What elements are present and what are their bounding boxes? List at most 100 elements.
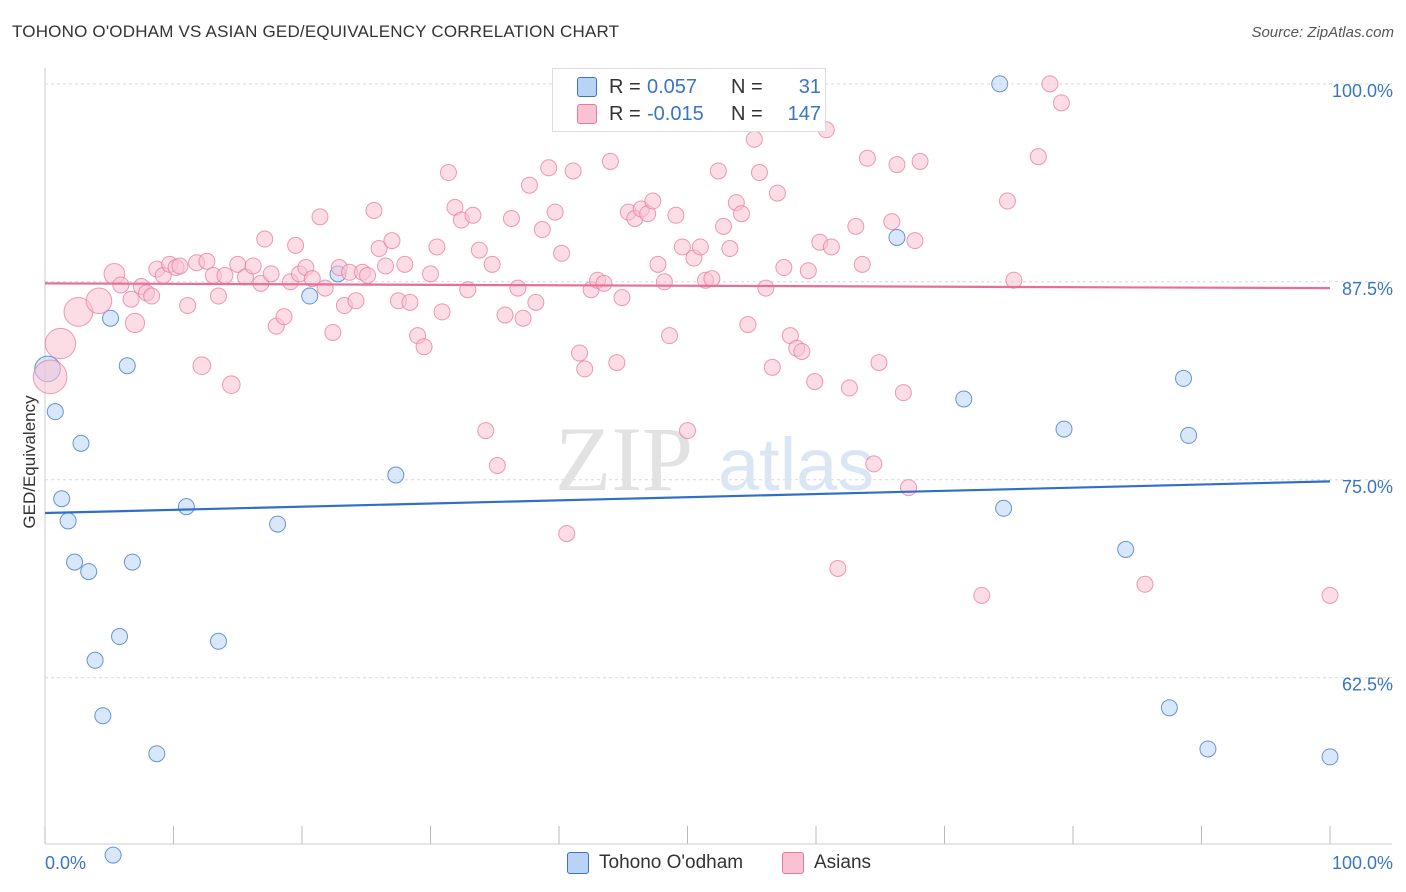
- asians-point: [894, 384, 912, 402]
- legend-r-value: -0.015: [647, 102, 704, 125]
- asians-point: [998, 192, 1016, 210]
- asians-point: [422, 265, 439, 283]
- tohono-point: [53, 490, 71, 508]
- asians-point: [576, 360, 594, 378]
- asians-point: [739, 316, 757, 334]
- asians-point: [757, 279, 775, 297]
- tohono-point: [80, 563, 98, 581]
- asians-point: [439, 164, 457, 182]
- tohono-point: [1180, 426, 1198, 444]
- asians-point: [732, 205, 750, 223]
- asians-point: [179, 297, 197, 315]
- asians-point: [365, 202, 383, 220]
- legend-n-label: N =: [731, 102, 763, 125]
- asians-point: [553, 244, 571, 262]
- tohono-point: [209, 632, 227, 650]
- asians-point: [900, 479, 918, 497]
- asians-point: [613, 289, 631, 307]
- asians-point: [287, 236, 305, 254]
- asians-point: [470, 241, 488, 259]
- tohono-point: [66, 553, 84, 571]
- asians-point: [401, 293, 419, 311]
- tohono-point: [955, 390, 973, 408]
- asians-point: [143, 287, 161, 305]
- asians-point: [911, 152, 929, 170]
- asians-point: [1136, 575, 1154, 593]
- legend-r-value: 0.057: [647, 75, 698, 98]
- tohono-point: [59, 512, 77, 530]
- asians-point: [1052, 94, 1070, 112]
- axes: [44, 68, 1392, 845]
- bottom-legend-label: Asians: [814, 852, 872, 873]
- tohono-point: [888, 228, 906, 246]
- asians-point: [679, 422, 696, 440]
- asians-point: [303, 270, 321, 288]
- asians-point: [667, 206, 685, 224]
- legend-r-label: R =: [609, 75, 641, 98]
- asians-point: [222, 375, 241, 395]
- tohono-point: [1321, 748, 1339, 766]
- asians-point: [546, 203, 564, 221]
- asians-point: [533, 221, 551, 239]
- tohono-point: [1117, 540, 1135, 558]
- legend-swatch-tohono: [577, 77, 597, 97]
- asians-point: [256, 230, 274, 248]
- bottom-swatch-asians: [782, 852, 804, 874]
- tohono-point: [94, 707, 112, 725]
- tohono-point: [1199, 740, 1217, 758]
- asians-point: [396, 255, 414, 273]
- asians-point: [806, 373, 824, 391]
- tohono-trend-line: [44, 480, 1331, 515]
- asians-point: [85, 287, 113, 315]
- tohono-point: [269, 515, 287, 533]
- asians-point: [124, 312, 146, 334]
- asians-point: [32, 359, 68, 395]
- asians-point: [311, 208, 329, 226]
- asians-point: [661, 327, 679, 345]
- data-points: [32, 75, 1339, 864]
- asians-point: [428, 238, 446, 256]
- asians-point: [1321, 586, 1339, 604]
- asians-point: [514, 309, 532, 327]
- asians-point: [840, 379, 858, 397]
- asians-point: [564, 162, 582, 180]
- asians-point: [262, 265, 280, 283]
- y-tick-label: 87.5%: [1342, 279, 1393, 299]
- asians-trend-line: [44, 282, 1331, 290]
- asians-point: [655, 273, 673, 291]
- tohono-point: [123, 553, 141, 571]
- asians-point: [527, 293, 545, 311]
- asians-point: [858, 149, 876, 167]
- asians-point: [377, 257, 395, 275]
- asians-point: [673, 238, 691, 256]
- asians-point: [775, 259, 793, 277]
- asians-point: [703, 270, 721, 288]
- asians-point: [540, 159, 558, 177]
- bottom-legend-tohono: Tohono O'odham: [567, 852, 743, 874]
- legend-swatch-asians: [577, 104, 597, 124]
- asians-point: [415, 338, 433, 356]
- asians-point: [483, 255, 501, 273]
- chart-title: TOHONO O'ODHAM VS ASIAN GED/EQUIVALENCY …: [12, 22, 620, 41]
- asians-point: [883, 213, 901, 231]
- y-tick-label: 62.5%: [1342, 675, 1393, 695]
- asians-point: [763, 358, 781, 376]
- asians-point: [709, 162, 727, 180]
- asians-point: [502, 209, 520, 227]
- asians-point: [768, 184, 786, 202]
- asians-point: [829, 559, 847, 577]
- asians-point: [122, 290, 140, 308]
- tohono-point: [148, 745, 166, 763]
- asians-point: [216, 266, 234, 284]
- tohono-point: [995, 499, 1013, 517]
- tohono-point: [387, 466, 405, 484]
- asians-point: [571, 344, 589, 362]
- tohono-point: [301, 287, 319, 305]
- asians-point: [520, 176, 538, 194]
- bottom-legend-asians: Asians: [782, 852, 871, 874]
- x-tick-label: 0.0%: [45, 853, 86, 873]
- tohono-point: [86, 651, 104, 669]
- tohono-point: [111, 628, 129, 646]
- asians-point: [488, 457, 506, 475]
- tohono-point: [118, 357, 136, 375]
